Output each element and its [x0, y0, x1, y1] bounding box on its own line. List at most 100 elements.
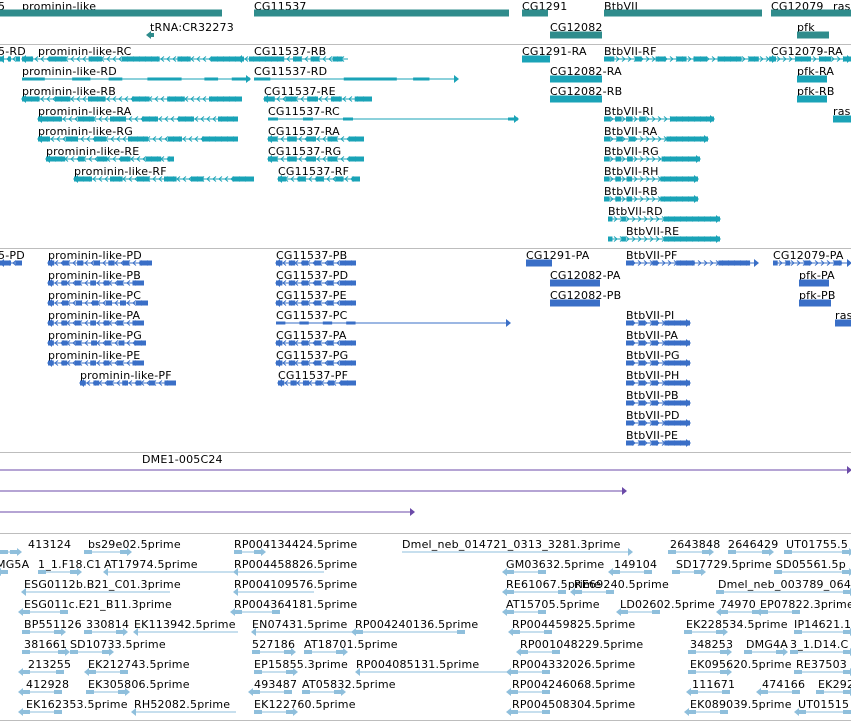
feature-glyph — [550, 75, 602, 83]
feature-label: BtbVII-RH — [604, 165, 659, 178]
feature-glyph — [771, 9, 851, 17]
feature-glyph — [79, 379, 176, 387]
feature-glyph — [355, 668, 516, 676]
feature-label: EK162353.5prime — [26, 698, 128, 711]
feature-glyph — [550, 279, 600, 287]
feature-glyph — [526, 259, 552, 267]
feature-label: prominin-like-RB — [22, 85, 116, 98]
feature-label: EK228534.5prime — [686, 618, 788, 631]
feature-glyph — [604, 135, 709, 143]
feature-glyph — [351, 628, 465, 636]
feature-glyph — [626, 419, 691, 427]
feature-glyph — [21, 55, 244, 63]
feature-label: CG11537-RB — [254, 45, 327, 58]
feature-label: DMG4A — [746, 638, 789, 651]
feature-label: RP004240136.5prime — [355, 618, 479, 631]
feature-label: BtbVII-RB — [604, 185, 658, 198]
feature-label: 493487 — [254, 678, 298, 691]
feature-glyph — [771, 55, 851, 63]
feature-label: BtbVII-RI — [604, 105, 654, 118]
track-ests: 413124 bs29e02.5prime RP004134424.5prime Dm… — [0, 533, 851, 722]
feature-glyph — [502, 608, 546, 616]
feature-label: EP07822.3prime — [760, 598, 851, 611]
feature-label: LD02602.5prime — [620, 598, 715, 611]
feature-label: UT01755.5 — [786, 538, 849, 551]
feature-label: BtbVII-PB — [626, 389, 679, 402]
track-transcripts: 5-RD prominin-like-RC prominin-like-RD prom… — [0, 44, 851, 249]
feature-glyph — [684, 708, 728, 716]
feature-glyph — [688, 668, 732, 676]
feature-glyph — [237, 55, 348, 63]
feature-glyph — [616, 608, 660, 616]
feature-label: RP004458826.5prime — [234, 558, 358, 571]
feature-label: 74970 — [720, 598, 756, 611]
feature-label: 2643848 — [670, 538, 721, 551]
feature-glyph — [604, 9, 762, 17]
feature-glyph — [604, 155, 701, 163]
feature-label: BtbVII-PE — [626, 429, 679, 442]
feature-label: CG12082-RA — [550, 65, 622, 78]
feature-label: 5-RD — [0, 45, 26, 58]
feature-glyph — [816, 688, 851, 696]
feature-glyph — [47, 259, 152, 267]
feature-glyph — [626, 359, 691, 367]
feature-label: CG12082-PB — [550, 289, 622, 302]
feature-label: CG11537-PF — [278, 369, 349, 382]
feature-glyph — [626, 399, 691, 407]
feature-label: EK305806.5prime — [88, 678, 190, 691]
feature-glyph — [86, 688, 130, 696]
feature-label: AT17974.5prime — [104, 558, 198, 571]
feature-glyph — [502, 588, 566, 596]
feature-glyph — [516, 648, 560, 656]
feature-label: bs29e02.5prime — [88, 538, 181, 551]
feature-label: EK095620.5prime — [690, 658, 792, 671]
feature-glyph — [502, 568, 546, 576]
feature-glyph — [267, 135, 364, 143]
feature-glyph — [686, 688, 730, 696]
feature-glyph — [684, 628, 728, 636]
feature-glyph — [267, 155, 364, 163]
feature-glyph — [604, 175, 699, 183]
feature-label: EK292 — [818, 678, 851, 691]
feature-glyph — [506, 708, 550, 716]
feature-label: prominin-like-PD — [48, 249, 142, 262]
feature-label: CG1291-RA — [522, 45, 587, 58]
feature-glyph — [570, 588, 614, 596]
feature-glyph — [604, 115, 715, 123]
feature-glyph — [302, 688, 346, 696]
feature-glyph — [47, 299, 148, 307]
track-proteins: 5-PD prominin-like-PD prominin-like-PB prom… — [0, 248, 851, 453]
feature-label: BtbVII-RE — [626, 225, 680, 238]
feature-glyph — [22, 75, 251, 83]
feature-label: RP004332026.5prime — [512, 658, 636, 671]
feature-glyph — [275, 259, 356, 267]
feature-glyph — [254, 668, 298, 676]
feature-glyph — [0, 487, 627, 495]
feature-label: BtbVII-PI — [626, 309, 675, 322]
feature-glyph — [84, 628, 128, 636]
feature-glyph — [688, 648, 732, 656]
feature-glyph — [275, 359, 356, 367]
feature-glyph — [797, 31, 829, 39]
feature-label: CG11537-RA — [268, 125, 340, 138]
feature-glyph — [790, 648, 851, 656]
feature-label: MG5A — [0, 558, 30, 571]
feature-glyph — [0, 9, 222, 17]
feature-label: 330814 — [86, 618, 130, 631]
feature-label: BtbVII-RD — [608, 205, 663, 218]
feature-glyph — [84, 548, 132, 556]
feature-glyph — [47, 319, 144, 327]
feature-glyph — [799, 279, 829, 287]
feature-label: ESG011c.E21_B11.3prime — [24, 598, 172, 611]
feature-label: BtbVII-RA — [604, 125, 658, 138]
feature-glyph — [103, 568, 234, 576]
feature-label: SD05561.5p — [776, 558, 846, 571]
feature-label: ESG0112b.B21_C01.3prime — [24, 578, 181, 591]
feature-label: 381661 — [24, 638, 68, 651]
feature-glyph — [234, 548, 266, 556]
feature-glyph — [263, 95, 372, 103]
feature-glyph — [275, 279, 356, 287]
feature-label: 527186 — [252, 638, 296, 651]
feature-label: SD17729.5prime — [676, 558, 772, 571]
feature-glyph — [146, 31, 154, 39]
